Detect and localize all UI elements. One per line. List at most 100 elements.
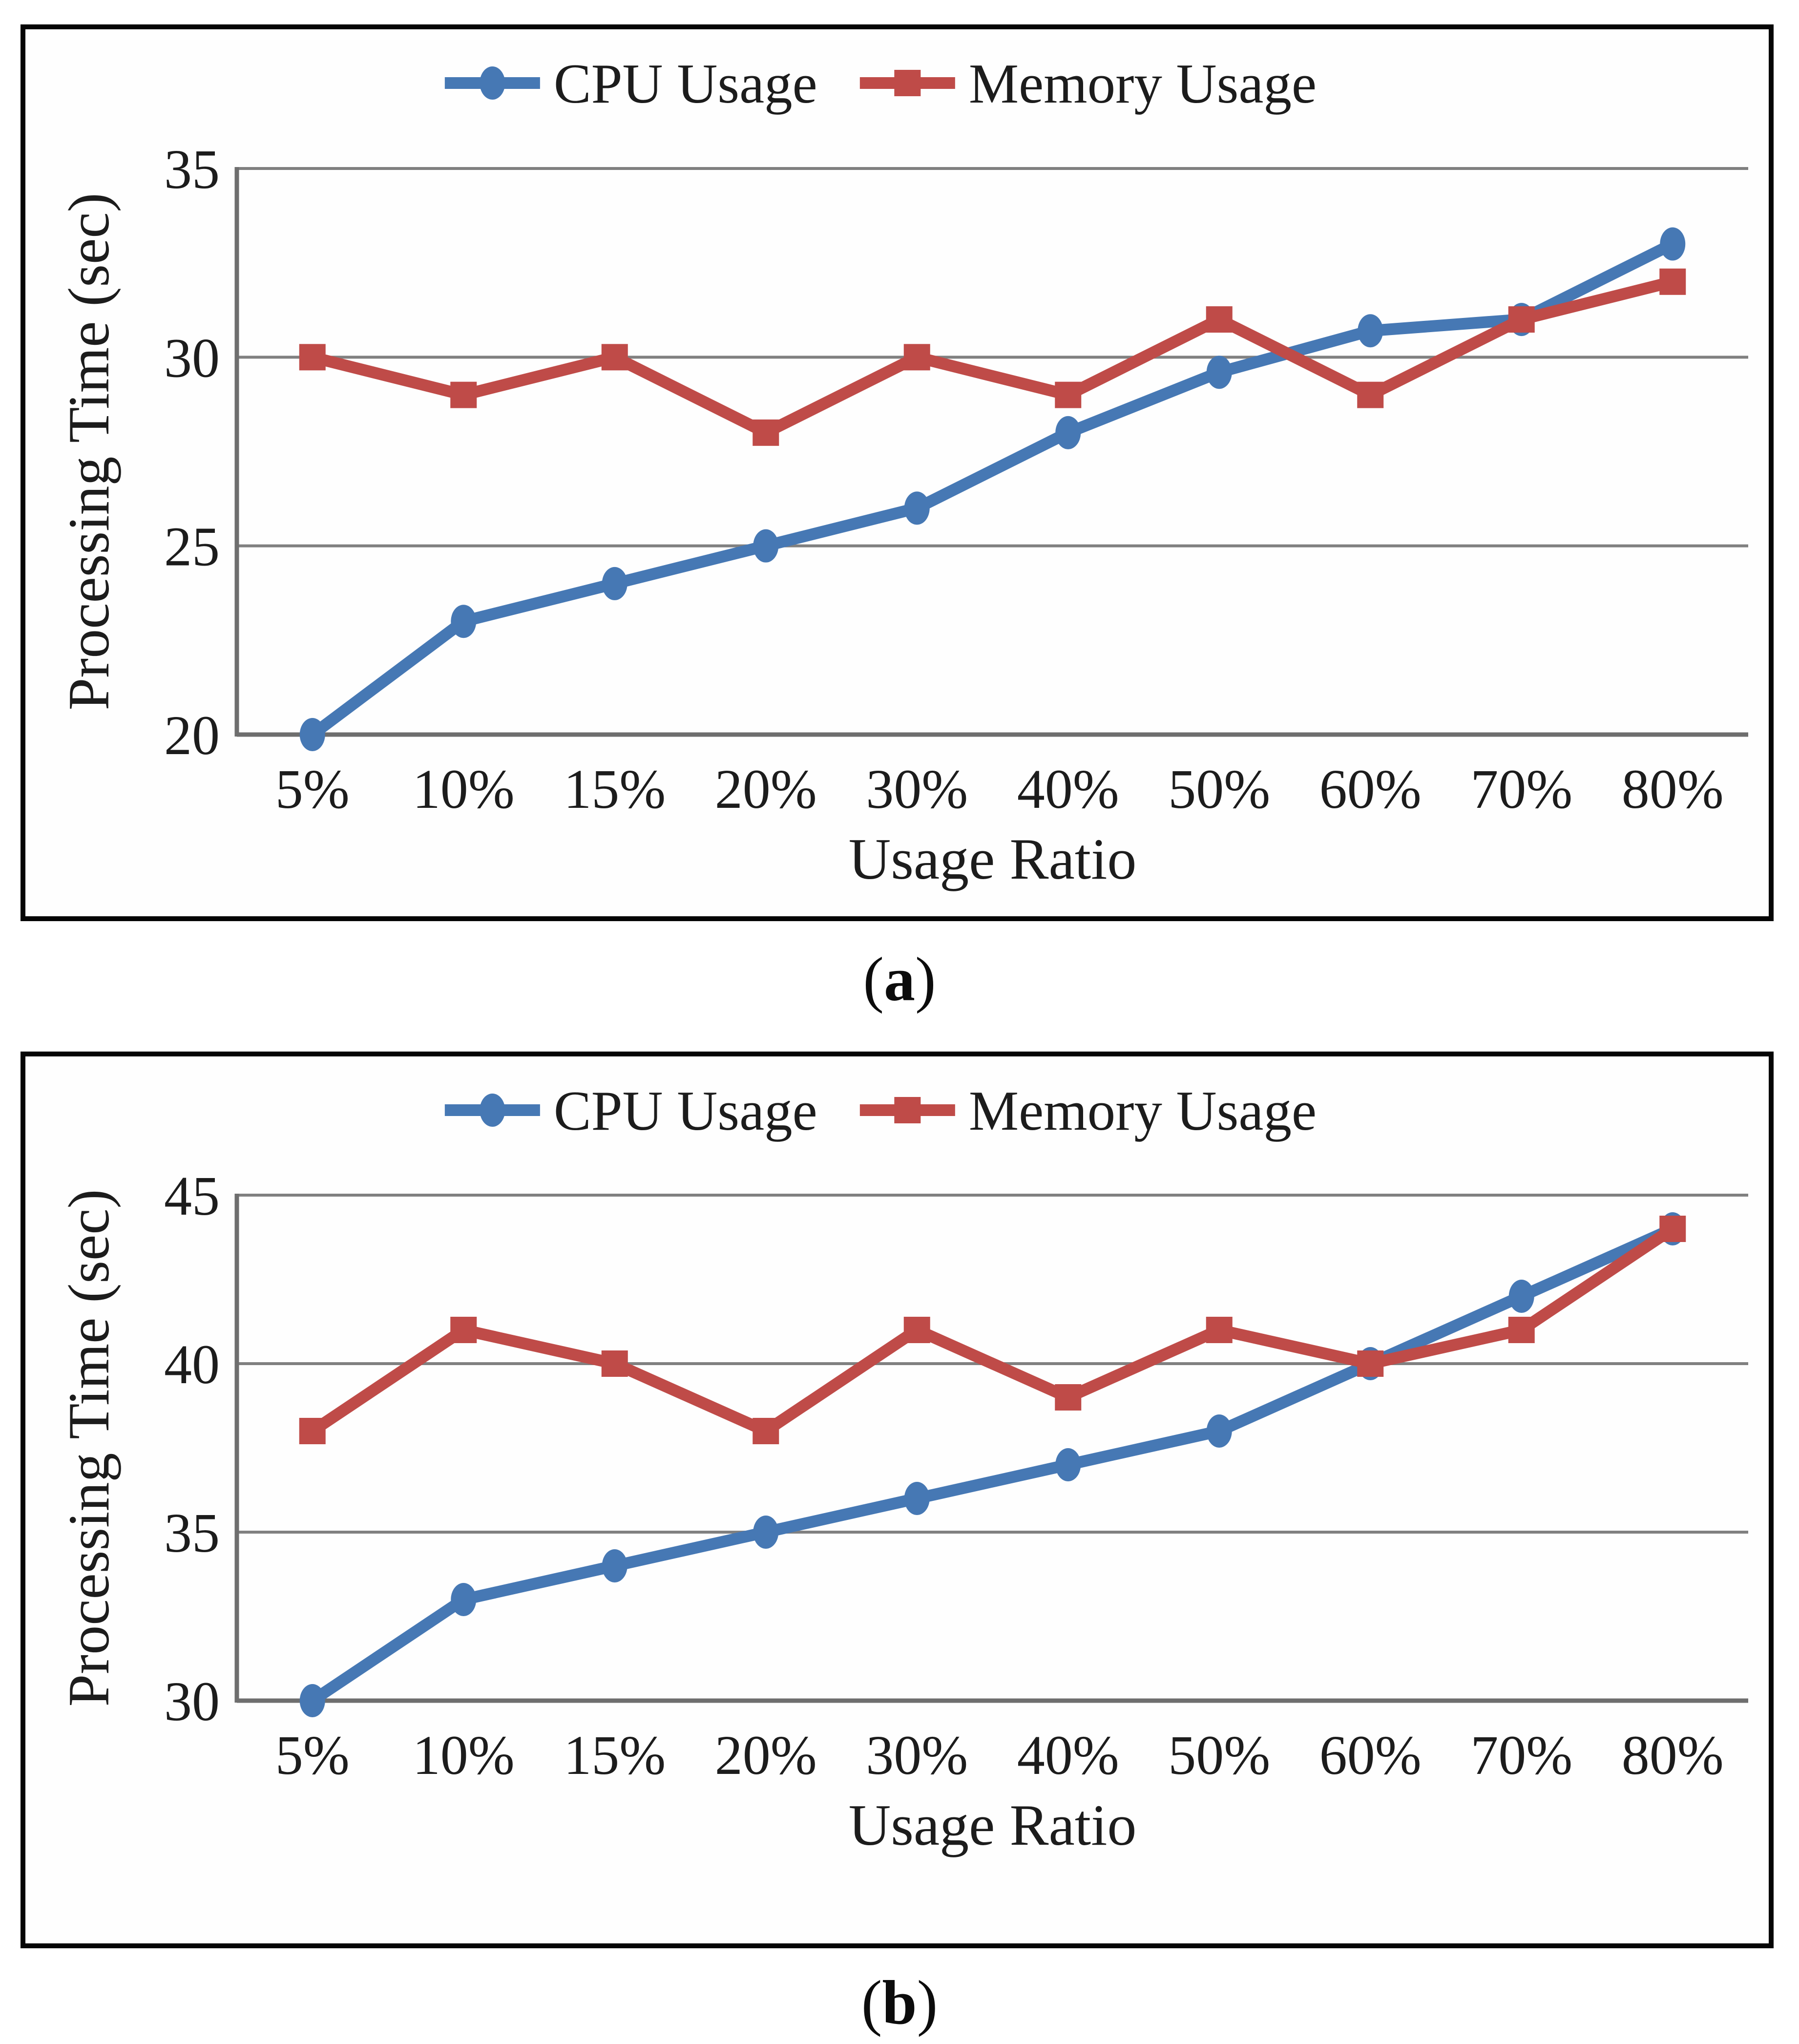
legend-item-cpu-usage: CPU Usage bbox=[444, 1080, 817, 1142]
legend-item-cpu-usage: CPU Usage bbox=[444, 53, 817, 115]
legend: CPU Usage Memory Usage bbox=[444, 53, 1317, 115]
x-tick-label: 30% bbox=[866, 758, 968, 820]
marker-square bbox=[1357, 381, 1384, 408]
caption-a: (a) bbox=[0, 940, 1799, 1018]
marker-circle bbox=[299, 1684, 325, 1717]
x-tick-label: 5% bbox=[275, 758, 350, 820]
x-tick-label: 60% bbox=[1319, 1724, 1422, 1786]
marker-circle bbox=[602, 567, 628, 600]
x-tick-label: 5% bbox=[275, 1724, 350, 1786]
caption-b-open: ( bbox=[861, 1968, 882, 2037]
marker-circle bbox=[1055, 416, 1081, 449]
marker-square bbox=[1206, 1317, 1233, 1343]
y-tick-label: 40 bbox=[164, 1333, 220, 1395]
y-tick-label: 20 bbox=[164, 704, 220, 766]
legend-item-memory-usage: Memory Usage bbox=[859, 1080, 1317, 1142]
marker-circle bbox=[1206, 1414, 1232, 1448]
legend: CPU Usage Memory Usage bbox=[444, 1080, 1317, 1142]
marker-square bbox=[903, 344, 930, 371]
x-tick-label: 20% bbox=[715, 1724, 817, 1786]
caption-b-letter: b bbox=[882, 1968, 917, 2037]
series-line-cpu-usage bbox=[306, 238, 1679, 740]
marker-square bbox=[299, 1418, 326, 1444]
caption-a-letter: a bbox=[884, 945, 915, 1014]
marker-circle bbox=[451, 605, 477, 638]
y-tick-label: 35 bbox=[164, 1502, 220, 1564]
x-tick-label: 10% bbox=[413, 1724, 515, 1786]
legend-item-memory-usage: Memory Usage bbox=[859, 53, 1317, 115]
legend-marker-circle bbox=[480, 1094, 505, 1127]
marker-circle bbox=[1055, 1448, 1081, 1481]
legend-marker-circle bbox=[480, 66, 505, 100]
legend-label: Memory Usage bbox=[969, 53, 1317, 115]
legend-marker-square bbox=[894, 70, 921, 96]
y-tick-label: 30 bbox=[164, 1670, 220, 1732]
y-tick-label: 25 bbox=[164, 516, 220, 578]
x-tick-label: 40% bbox=[1017, 758, 1119, 820]
series-line-memory-usage bbox=[306, 1223, 1679, 1437]
marker-circle bbox=[753, 529, 779, 563]
x-tick-label: 50% bbox=[1168, 758, 1270, 820]
x-axis-title: Usage Ratio bbox=[849, 826, 1137, 891]
marker-square bbox=[601, 1350, 628, 1377]
x-tick-label: 10% bbox=[413, 758, 515, 820]
marker-circle bbox=[1508, 1280, 1534, 1313]
marker-circle bbox=[1358, 314, 1383, 348]
y-tick-label: 45 bbox=[164, 1165, 220, 1227]
marker-square bbox=[1206, 306, 1233, 333]
x-tick-label: 60% bbox=[1319, 758, 1422, 820]
marker-square bbox=[1508, 306, 1535, 333]
x-tick-label: 70% bbox=[1470, 758, 1572, 820]
marker-square bbox=[299, 344, 326, 371]
x-tick-label: 15% bbox=[564, 758, 666, 820]
caption-a-open: ( bbox=[863, 945, 884, 1014]
x-tick-label: 80% bbox=[1622, 758, 1724, 820]
marker-square bbox=[903, 1317, 930, 1343]
marker-square bbox=[1659, 1216, 1686, 1242]
x-axis-title: Usage Ratio bbox=[849, 1792, 1137, 1857]
series-line-memory-usage bbox=[306, 275, 1679, 439]
legend-label: CPU Usage bbox=[554, 1080, 817, 1142]
x-tick-label: 20% bbox=[715, 758, 817, 820]
marker-circle bbox=[904, 1482, 930, 1515]
marker-square bbox=[753, 419, 779, 446]
x-tick-label: 80% bbox=[1622, 1724, 1724, 1786]
y-axis-title: Processing Time (sec) bbox=[56, 193, 121, 711]
marker-circle bbox=[1206, 356, 1232, 389]
legend-marker-square bbox=[894, 1097, 921, 1123]
marker-square bbox=[450, 1317, 477, 1343]
marker-circle bbox=[1660, 227, 1686, 261]
marker-circle bbox=[904, 491, 930, 525]
marker-circle bbox=[451, 1583, 477, 1616]
chart-panel-a: 20 25 30 35 5% 10% 15% 20% 30% 40% 50% 60% 70% 80% Usa… bbox=[21, 24, 1774, 921]
marker-square bbox=[1055, 1384, 1082, 1411]
marker-circle bbox=[299, 718, 325, 751]
y-tick-label: 35 bbox=[164, 138, 220, 200]
marker-square bbox=[601, 344, 628, 371]
marker-square bbox=[450, 381, 477, 408]
chart-panel-b: 30 35 40 45 5% 10% 15% 20% 30% 40% 50% 60% 70% 80% Usa… bbox=[21, 1052, 1774, 1948]
marker-square bbox=[1659, 268, 1686, 295]
x-tick-label: 30% bbox=[866, 1724, 968, 1786]
caption-b-close: ) bbox=[917, 1968, 938, 2037]
marker-square bbox=[753, 1418, 779, 1444]
marker-square bbox=[1357, 1350, 1384, 1377]
x-tick-label: 70% bbox=[1470, 1724, 1572, 1786]
caption-a-close: ) bbox=[915, 945, 936, 1014]
caption-b: (b) bbox=[0, 1963, 1799, 2042]
x-tick-label: 40% bbox=[1017, 1724, 1119, 1786]
y-tick-label: 30 bbox=[164, 327, 220, 389]
x-tick-label: 15% bbox=[564, 1724, 666, 1786]
line-chart-b: 30 35 40 45 5% 10% 15% 20% 30% 40% 50% 60% 70% 80% Usa… bbox=[56, 1080, 1748, 1857]
legend-label: CPU Usage bbox=[554, 53, 817, 115]
marker-circle bbox=[753, 1516, 779, 1549]
marker-square bbox=[1055, 381, 1082, 408]
line-chart-a: 20 25 30 35 5% 10% 15% 20% 30% 40% 50% 60% 70% 80% Usa… bbox=[56, 53, 1748, 891]
marker-circle bbox=[602, 1549, 628, 1582]
series-line-cpu-usage bbox=[306, 1223, 1679, 1707]
x-tick-label: 50% bbox=[1168, 1724, 1270, 1786]
marker-square bbox=[1508, 1317, 1535, 1343]
legend-label: Memory Usage bbox=[969, 1080, 1317, 1142]
y-axis-title: Processing Time (sec) bbox=[56, 1189, 121, 1707]
